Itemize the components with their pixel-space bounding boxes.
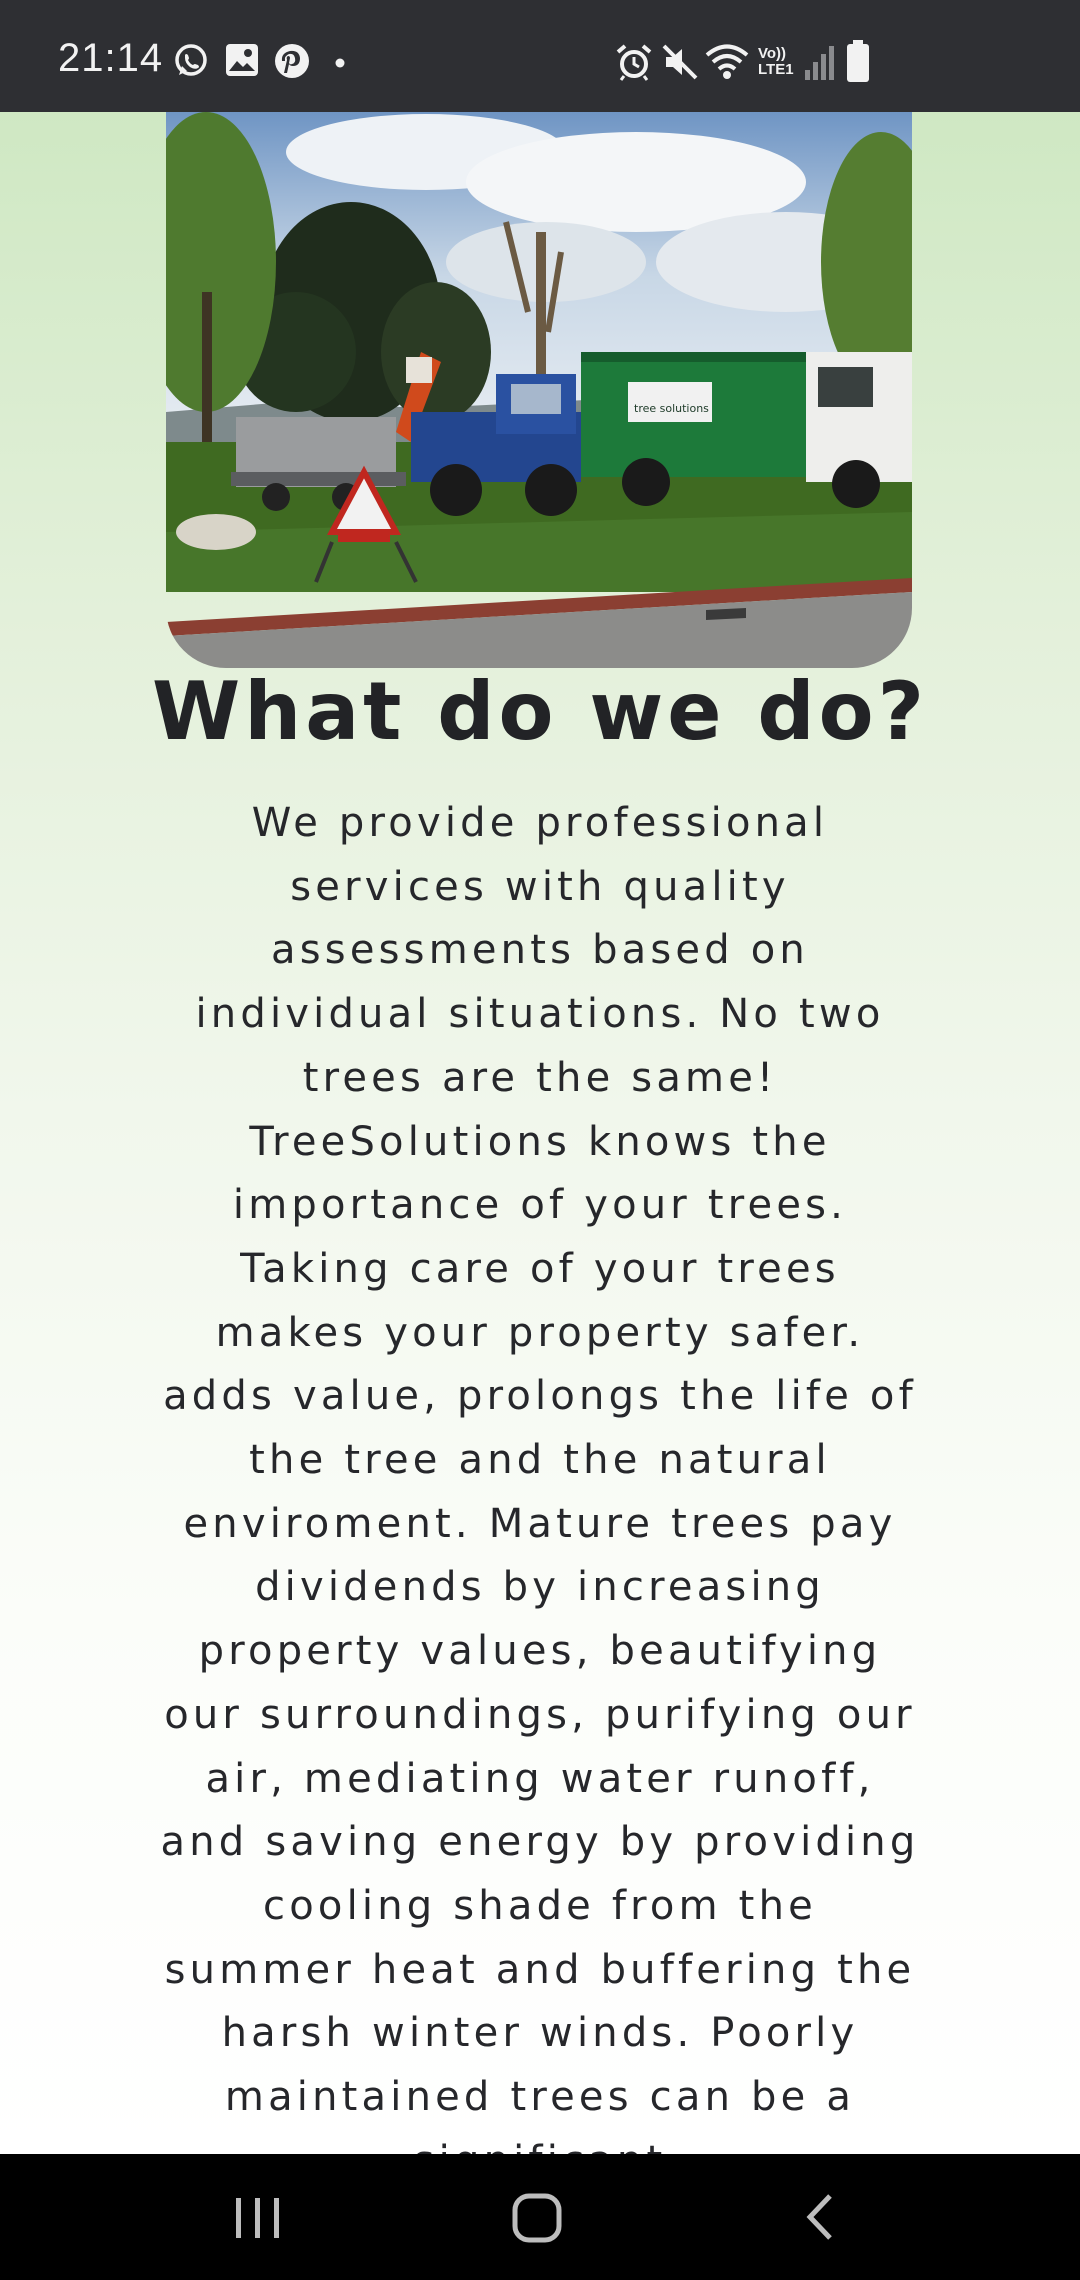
truck-sign-text: tree solutions [634,402,709,415]
pinterest-icon [275,44,309,78]
web-page-content[interactable]: tree solutions What do we do? We provide… [0,112,1080,2154]
body-paragraph: We provide professional services with qu… [160,800,920,2154]
alarm-icon [616,44,652,81]
back-icon[interactable] [780,2184,860,2250]
home-icon[interactable] [498,2184,578,2250]
hero-image: tree solutions [166,112,912,668]
wifi-icon [705,44,749,79]
battery-icon [847,40,869,82]
whatsapp-icon [175,44,207,76]
recent-apps-icon[interactable] [218,2184,298,2250]
dot-icon [335,58,345,68]
status-bar: 21:14 Vo)) LTE1 [0,0,1080,112]
navigation-bar [0,2154,1080,2280]
status-time: 21:14 [58,36,164,80]
mute-icon [662,44,698,80]
gallery-icon [226,44,258,76]
signal-icon [805,46,834,80]
volte-label-bottom: LTE1 [758,61,794,78]
page-title: What do we do? [152,665,928,758]
volte-label-top: Vo)) [758,45,787,62]
volte-icon: Vo)) LTE1 [758,46,798,78]
